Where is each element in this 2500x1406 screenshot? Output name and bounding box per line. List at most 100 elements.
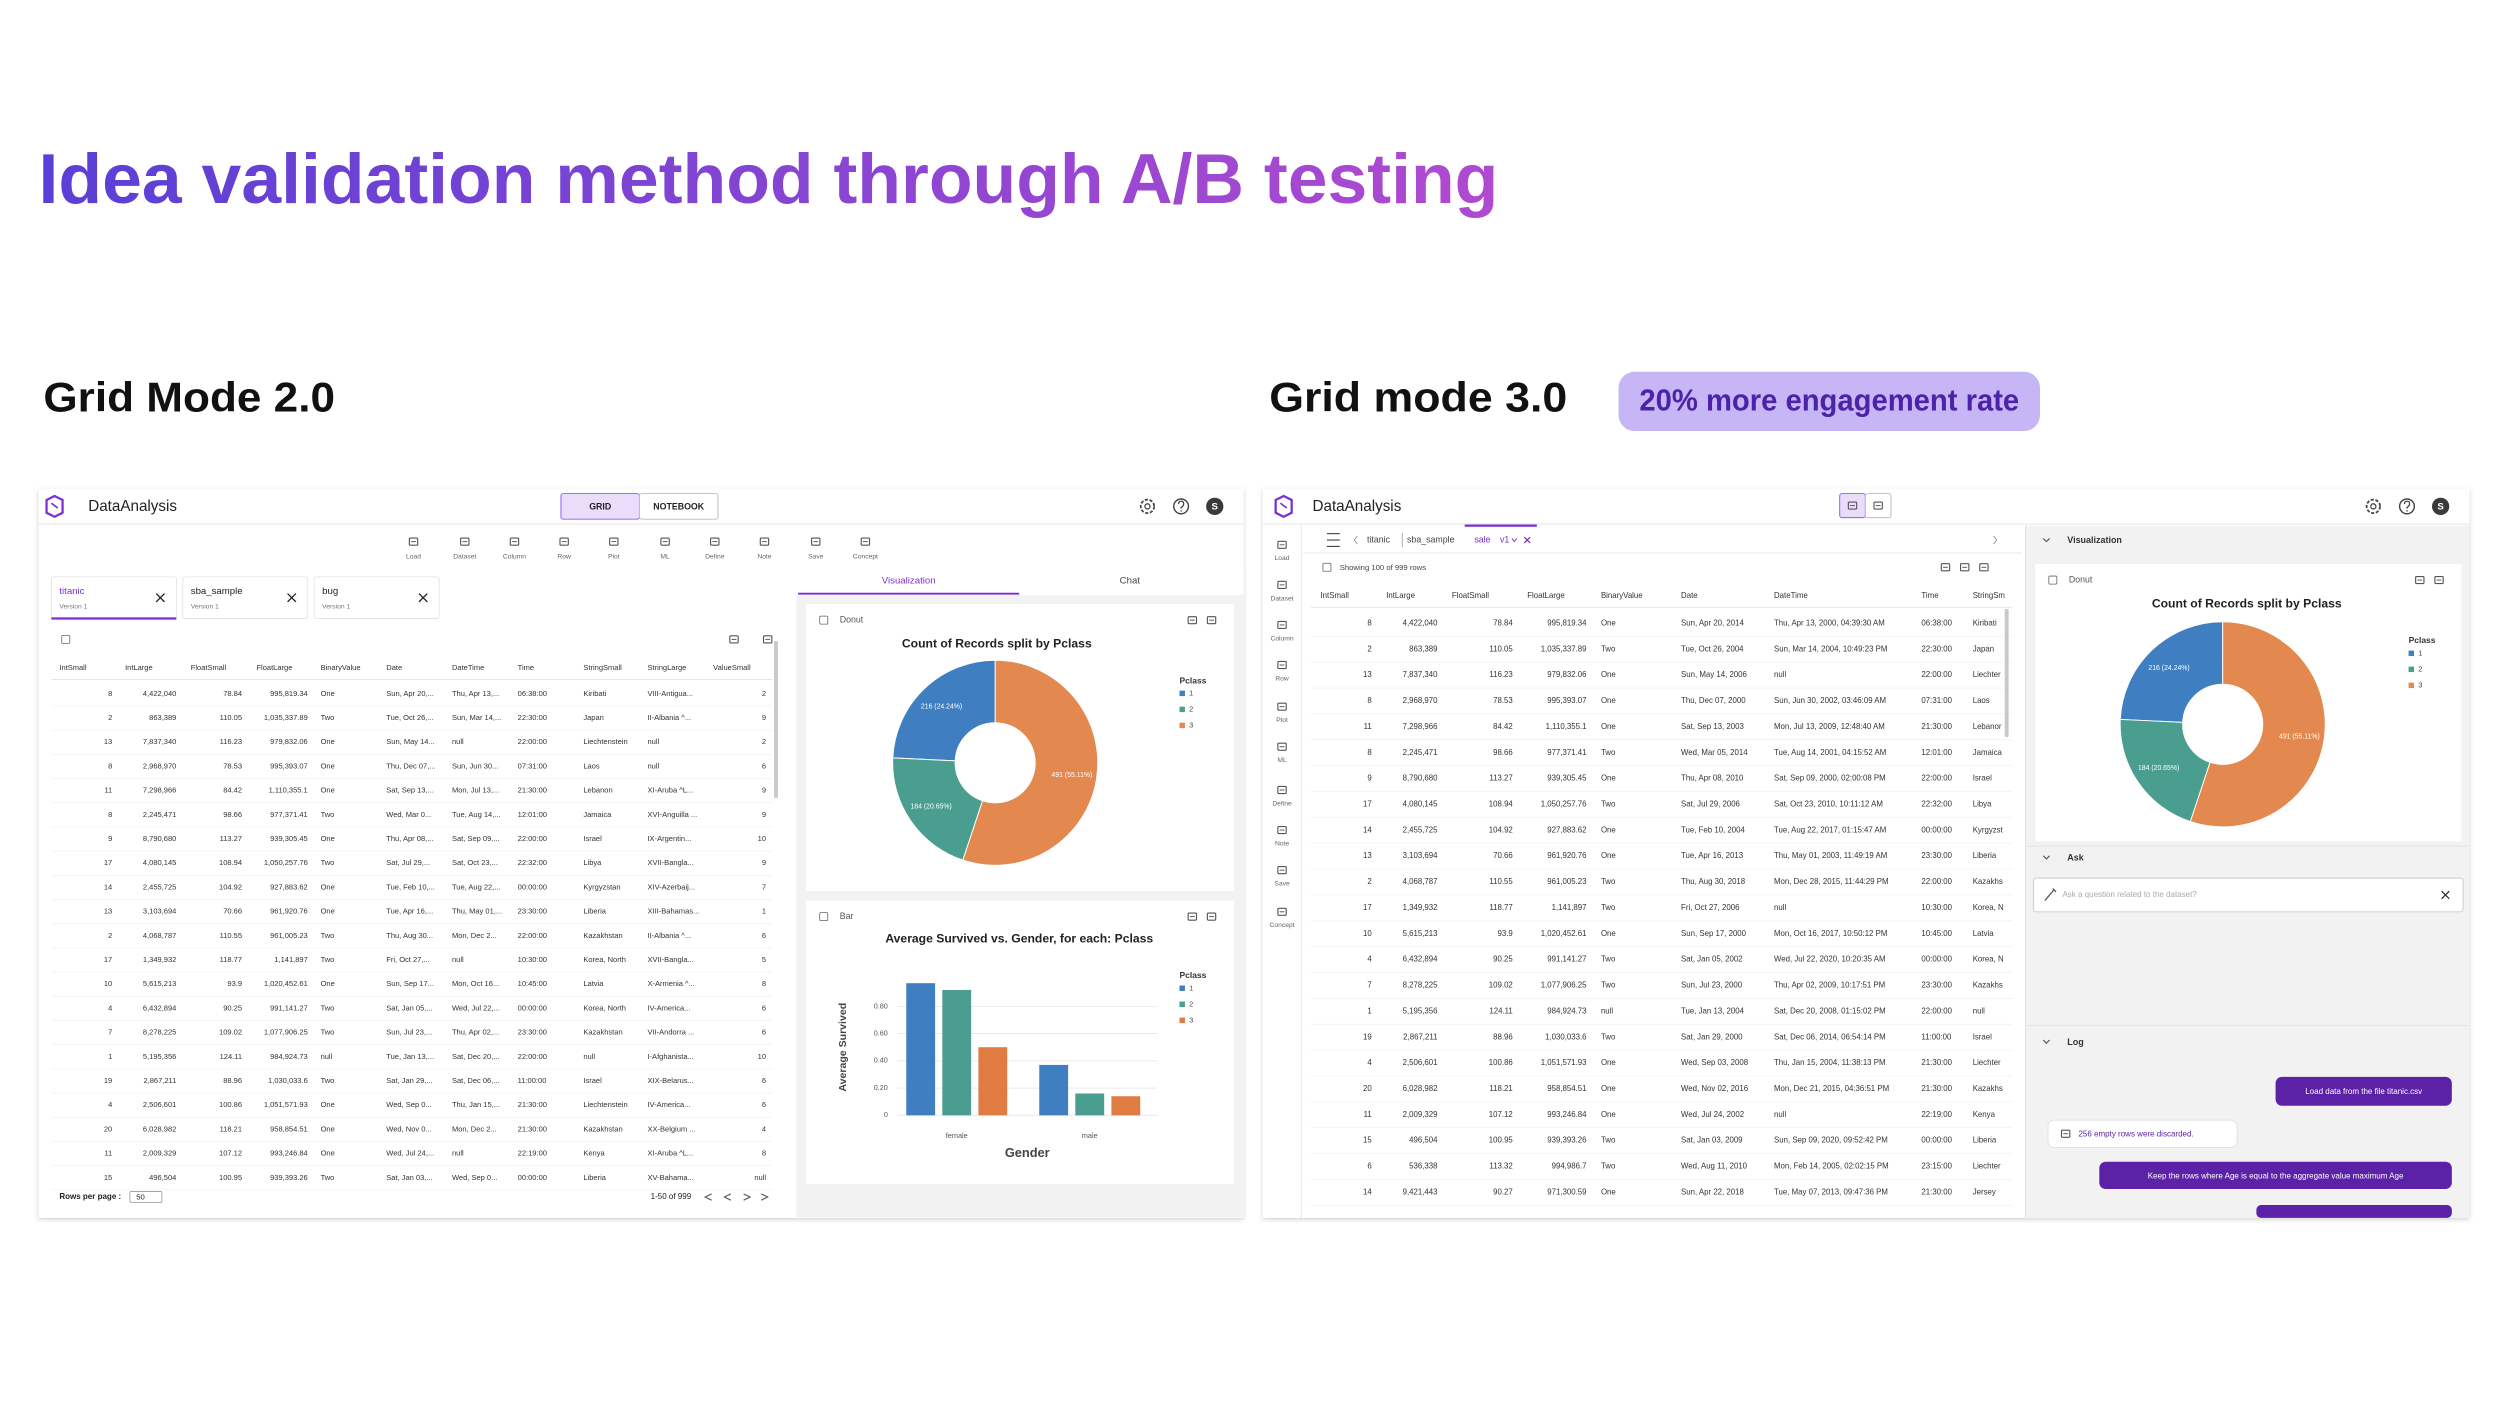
y-tick-label: 0.40 — [874, 1056, 888, 1065]
table-cell: 13 — [1363, 851, 1372, 860]
chart-label: Donut — [2069, 574, 2093, 584]
table-cell: Liechter — [1973, 670, 2001, 679]
section-header[interactable]: Ask — [2067, 852, 2083, 862]
ask-placeholder[interactable]: Ask a question related to the dataset? — [2062, 890, 2197, 899]
sidebar-icon — [1277, 580, 1287, 589]
table-cell: Two — [1601, 799, 1616, 808]
table-cell: 90.27 — [1493, 1187, 1513, 1196]
table-cell: Sun, Apr 20,... — [386, 689, 434, 698]
table-cell: 863,389 — [149, 713, 176, 722]
sidebar-label[interactable]: Row — [1275, 675, 1289, 682]
table-cell: 7,298,966 — [143, 786, 176, 795]
table-cell: Thu, Apr 02, 2009, 10:17:51 PM — [1774, 981, 1885, 990]
table-cell: One — [1601, 722, 1616, 731]
tab-name[interactable]: sba_sample — [191, 586, 243, 597]
version[interactable]: v1 — [1500, 534, 1509, 544]
log-bubble — [2047, 1119, 2238, 1148]
table-cell: 2,455,725 — [1403, 825, 1439, 834]
toolbar-label[interactable]: Column — [503, 554, 526, 561]
pane-tab[interactable]: Chat — [1120, 575, 1141, 586]
table-cell: X-Armenia ^... — [647, 979, 694, 988]
table-cell: 6,432,894 — [143, 1003, 176, 1012]
table-cell: Thu, Apr 02,... — [452, 1028, 499, 1037]
table-cell: 90.25 — [223, 1003, 242, 1012]
toolbar-label[interactable]: Save — [808, 554, 824, 561]
table-cell: XVII-Bangla... — [647, 955, 693, 964]
table-cell: 22:00:00 — [1921, 670, 1952, 679]
icon-shape — [1873, 501, 1883, 510]
mode-label[interactable]: NOTEBOOK — [653, 502, 704, 512]
toolbar-label[interactable]: Plot — [608, 554, 620, 561]
sidebar-label[interactable]: Save — [1274, 881, 1290, 888]
table-cell: One — [321, 689, 335, 698]
toolbar-label[interactable]: Row — [557, 554, 571, 561]
legend-label: 1 — [2418, 649, 2422, 658]
table-cell: 118.77 — [220, 955, 242, 964]
page-size[interactable]: 50 — [136, 1193, 145, 1202]
table-cell: 78.53 — [223, 761, 242, 770]
sidebar-label[interactable]: Define — [1272, 800, 1292, 807]
breadcrumb[interactable]: sale — [1474, 534, 1490, 544]
breadcrumb[interactable]: sba_sample — [1407, 534, 1455, 544]
sidebar-label[interactable]: Plot — [1276, 717, 1288, 724]
icon-shape — [1277, 825, 1287, 835]
table-cell: 1 — [1367, 1006, 1371, 1015]
table-cell: Thu, Aug 30, 2018 — [1681, 877, 1746, 886]
toolbar-label[interactable]: Concept — [853, 554, 878, 561]
table-cell: Libya — [1973, 799, 1992, 808]
toolbar-label[interactable]: Note — [757, 554, 771, 561]
table-cell: Korea, North — [583, 955, 626, 964]
table-cell: Kazakhstan — [583, 931, 622, 940]
sidebar-label[interactable]: ML — [1277, 757, 1287, 764]
column-header: BinaryValue — [321, 663, 361, 672]
table-cell: Sat, Sep 09, 2000, 02:00:08 PM — [1774, 774, 1886, 783]
chart-title: Count of Records split by Pclass — [902, 636, 1092, 650]
sidebar-label[interactable]: Load — [1275, 555, 1290, 562]
section-header[interactable]: Log — [2067, 1037, 2083, 1047]
toolbar-label[interactable]: Dataset — [453, 554, 476, 561]
section-header[interactable]: Visualization — [2067, 535, 2122, 545]
mode-label[interactable]: GRID — [589, 502, 611, 512]
table-cell: 8 — [1367, 696, 1372, 705]
table-cell: Sat, Jan 05,... — [386, 1003, 432, 1012]
table-cell: XIV-Azerbaij... — [647, 882, 695, 891]
table-cell: 5,615,213 — [1403, 929, 1439, 938]
donut-slice — [892, 659, 996, 762]
toolbar-label[interactable]: Define — [705, 554, 725, 561]
table-cell: Israel — [583, 1076, 602, 1085]
sidebar-label[interactable]: Column — [1270, 635, 1293, 642]
sidebar-icon — [1277, 785, 1287, 795]
table-cell: Two — [321, 810, 335, 819]
table-cell: II-Albania ^... — [647, 931, 691, 940]
table-cell: 7,837,340 — [143, 737, 176, 746]
tab-name[interactable]: titanic — [59, 586, 84, 597]
breadcrumb[interactable]: titanic — [1367, 534, 1391, 544]
pane-tab[interactable]: Visualization — [882, 575, 936, 586]
table-cell: Two — [321, 931, 335, 940]
sidebar-label[interactable]: Note — [1275, 840, 1289, 847]
table-cell: Liechter — [1973, 1058, 2001, 1067]
sidebar-label[interactable]: Concept — [1270, 922, 1295, 929]
table-cell: 00:00:00 — [518, 882, 547, 891]
y-tick-label: 0 — [884, 1110, 888, 1119]
table-cell: Two — [321, 1003, 335, 1012]
table-cell: 107.12 — [1489, 1110, 1513, 1119]
table-cell: 19 — [104, 1076, 112, 1085]
tab-name[interactable]: bug — [322, 586, 338, 597]
table-cell: Sun, Jun 30, 2002, 03:46:09 AM — [1774, 696, 1886, 705]
pane-tabs — [796, 565, 1244, 595]
toolbar-label[interactable]: Load — [406, 554, 421, 561]
donut-slice — [2119, 621, 2224, 723]
legend-label: 2 — [1189, 705, 1193, 714]
table-cell: Mon, Dec 21, 2015, 04:36:51 PM — [1774, 1084, 1889, 1093]
table-cell: 4 — [108, 1003, 112, 1012]
icon-shape — [1959, 563, 1970, 572]
table-cell: One — [321, 1149, 335, 1158]
table-cell: One — [1601, 774, 1616, 783]
table-cell: 4,422,040 — [1403, 618, 1439, 627]
legend-label: 3 — [1189, 721, 1193, 730]
table-cell: Wed, Jul 24,... — [386, 1149, 434, 1158]
table-cell: Liechtenstein — [583, 1100, 627, 1109]
toolbar-label[interactable]: ML — [660, 554, 670, 561]
sidebar-label[interactable]: Dataset — [1270, 595, 1293, 602]
